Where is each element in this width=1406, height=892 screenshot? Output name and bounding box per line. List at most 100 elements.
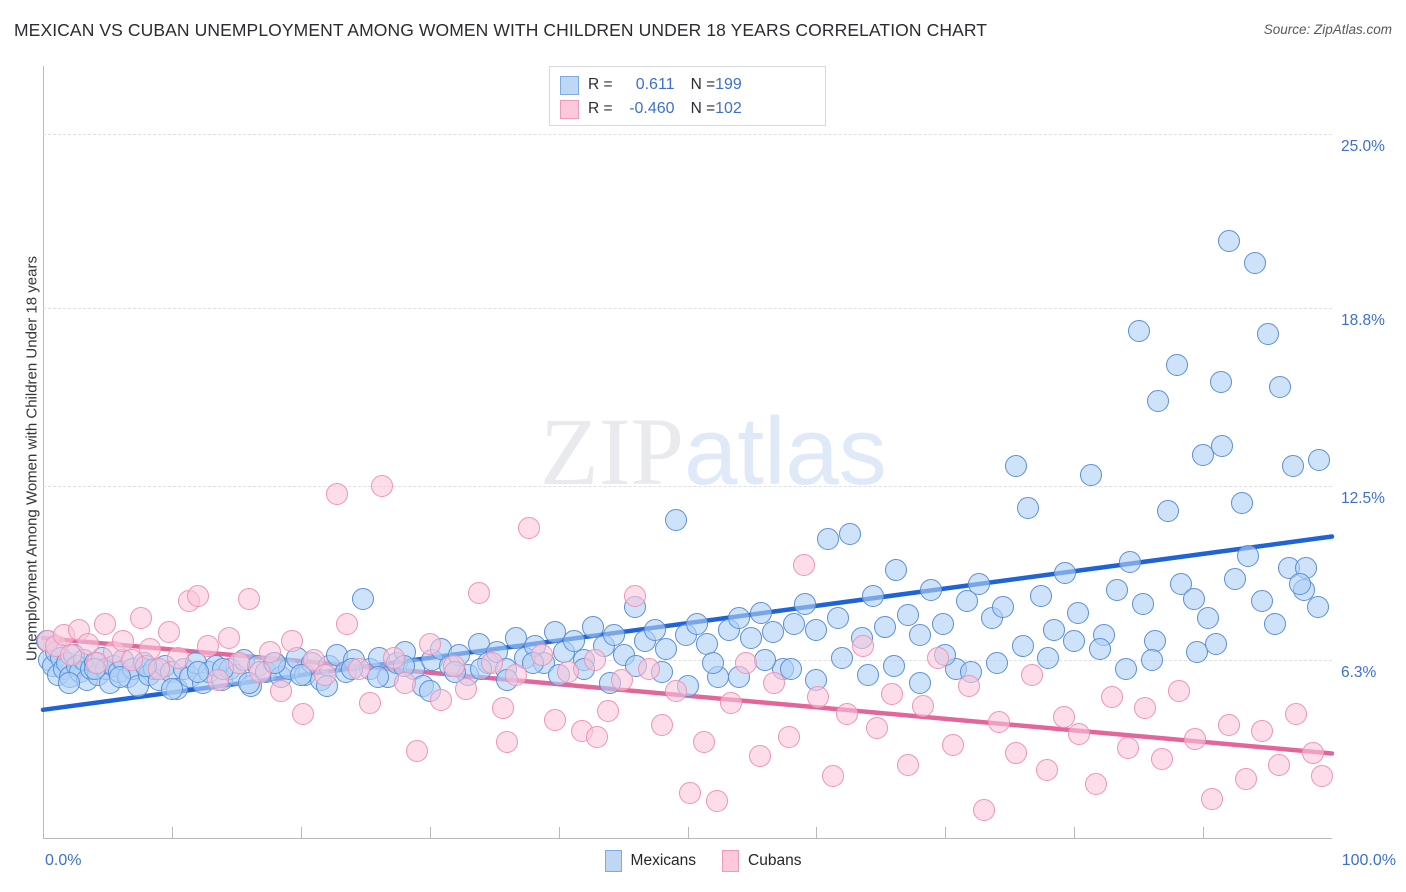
legend-swatch-mexicans-bottom xyxy=(604,850,622,872)
scatter-point-cubans xyxy=(430,688,453,711)
y-axis-tick-label: 18.8% xyxy=(1341,312,1385,330)
scatter-point-mexicans xyxy=(1088,638,1111,661)
legend-swatch-mexicans xyxy=(560,75,579,95)
correlation-row: R = -0.460 N = 102 xyxy=(560,97,815,121)
scatter-point-mexicans xyxy=(1140,649,1163,672)
scatter-point-mexicans xyxy=(664,508,687,531)
scatter-point-cubans xyxy=(1234,767,1257,790)
scatter-point-mexicans xyxy=(873,615,896,638)
r-label-cubans: R = xyxy=(588,100,613,117)
page-title: MEXICAN VS CUBAN UNEMPLOYMENT AMONG WOME… xyxy=(14,20,988,40)
scatter-point-cubans xyxy=(186,584,209,607)
x-axis-tick xyxy=(688,827,689,838)
n-value-mexicans: 199 xyxy=(715,76,742,93)
scatter-point-mexicans xyxy=(1251,590,1274,613)
scatter-point-cubans xyxy=(530,643,553,666)
scatter-point-cubans xyxy=(637,657,660,680)
scatter-point-cubans xyxy=(912,694,935,717)
scatter-point-cubans xyxy=(693,731,716,754)
scatter-point-cubans xyxy=(543,708,566,731)
scatter-point-mexicans xyxy=(1308,449,1331,472)
scatter-point-mexicans xyxy=(779,657,802,680)
scatter-point-cubans xyxy=(382,646,405,669)
scatter-point-cubans xyxy=(586,725,609,748)
scatter-point-mexicans xyxy=(160,677,183,700)
n-label-mexicans: N = xyxy=(690,76,716,93)
scatter-point-mexicans xyxy=(685,612,708,635)
scatter-point-mexicans xyxy=(1079,463,1102,486)
scatter-point-mexicans xyxy=(793,593,816,616)
scatter-point-mexicans xyxy=(1224,567,1247,590)
scatter-point-cubans xyxy=(77,632,100,655)
r-value-mexicans: 0.611 xyxy=(635,76,675,93)
scatter-point-cubans xyxy=(623,584,646,607)
scatter-point-cubans xyxy=(1036,759,1059,782)
scatter-point-mexicans xyxy=(1118,550,1141,573)
scatter-point-cubans xyxy=(650,714,673,737)
scatter-point-mexicans xyxy=(1204,632,1227,655)
scatter-point-cubans xyxy=(1268,753,1291,776)
scatter-point-cubans xyxy=(972,798,995,821)
scatter-point-cubans xyxy=(881,683,904,706)
scatter-point-cubans xyxy=(207,669,230,692)
scatter-point-cubans xyxy=(418,632,441,655)
scatter-point-cubans xyxy=(806,686,829,709)
x-axis-tick xyxy=(559,827,560,838)
scatter-point-mexicans xyxy=(1005,455,1028,478)
x-axis-tick xyxy=(1074,827,1075,838)
scatter-point-cubans xyxy=(443,655,466,678)
scatter-point-cubans xyxy=(1100,686,1123,709)
gridline xyxy=(43,660,1332,662)
legend-item-cubans[interactable]: Cubans xyxy=(722,850,801,872)
y-axis-tick-label: 6.3% xyxy=(1341,664,1377,682)
scatter-point-mexicans xyxy=(1210,370,1233,393)
scatter-point-cubans xyxy=(325,483,348,506)
scatter-point-cubans xyxy=(60,643,83,666)
scatter-point-mexicans xyxy=(908,672,931,695)
scatter-point-cubans xyxy=(762,672,785,695)
scatter-point-mexicans xyxy=(1217,229,1240,252)
x-axis-line xyxy=(43,838,1332,839)
scatter-point-cubans xyxy=(1251,719,1274,742)
scatter-point-mexicans xyxy=(1127,319,1150,342)
scatter-point-mexicans xyxy=(1131,593,1154,616)
scatter-point-cubans xyxy=(1005,742,1028,765)
scatter-point-mexicans xyxy=(563,629,586,652)
gridline xyxy=(43,308,1332,310)
scatter-point-mexicans xyxy=(1011,635,1034,658)
scatter-point-cubans xyxy=(280,629,303,652)
scatter-point-mexicans xyxy=(1282,455,1305,478)
scatter-point-mexicans xyxy=(109,666,132,689)
scatter-point-cubans xyxy=(270,680,293,703)
scatter-point-cubans xyxy=(480,652,503,675)
scatter-point-cubans xyxy=(556,660,579,683)
scatter-point-cubans xyxy=(314,663,337,686)
scatter-point-cubans xyxy=(394,672,417,695)
legend-item-mexicans[interactable]: Mexicans xyxy=(604,850,696,872)
source-attribution: Source: ZipAtlas.com xyxy=(1263,22,1392,37)
series-legend: Mexicans Cubans xyxy=(0,850,1406,872)
scatter-point-cubans xyxy=(706,790,729,813)
y-axis-line xyxy=(43,66,44,838)
scatter-point-cubans xyxy=(720,691,743,714)
legend-swatch-cubans-bottom xyxy=(722,850,740,872)
x-axis-min-label: 0.0% xyxy=(45,852,82,869)
scatter-point-mexicans xyxy=(1185,641,1208,664)
x-axis-tick xyxy=(816,827,817,838)
scatter-point-mexicans xyxy=(57,672,80,695)
n-label-cubans: N = xyxy=(690,100,716,117)
scatter-point-cubans xyxy=(610,669,633,692)
scatter-point-mexicans xyxy=(1288,573,1311,596)
n-value-cubans: 102 xyxy=(715,100,742,117)
scatter-point-mexicans xyxy=(1105,579,1128,602)
gridline xyxy=(43,133,1332,135)
scatter-point-mexicans xyxy=(1256,322,1279,345)
scatter-point-mexicans xyxy=(289,663,312,686)
scatter-point-cubans xyxy=(583,649,606,672)
scatter-point-mexicans xyxy=(1114,657,1137,680)
scatter-point-cubans xyxy=(336,612,359,635)
scatter-point-cubans xyxy=(896,753,919,776)
legend-swatch-cubans xyxy=(560,99,579,119)
scatter-point-cubans xyxy=(505,663,528,686)
scatter-point-mexicans xyxy=(931,612,954,635)
